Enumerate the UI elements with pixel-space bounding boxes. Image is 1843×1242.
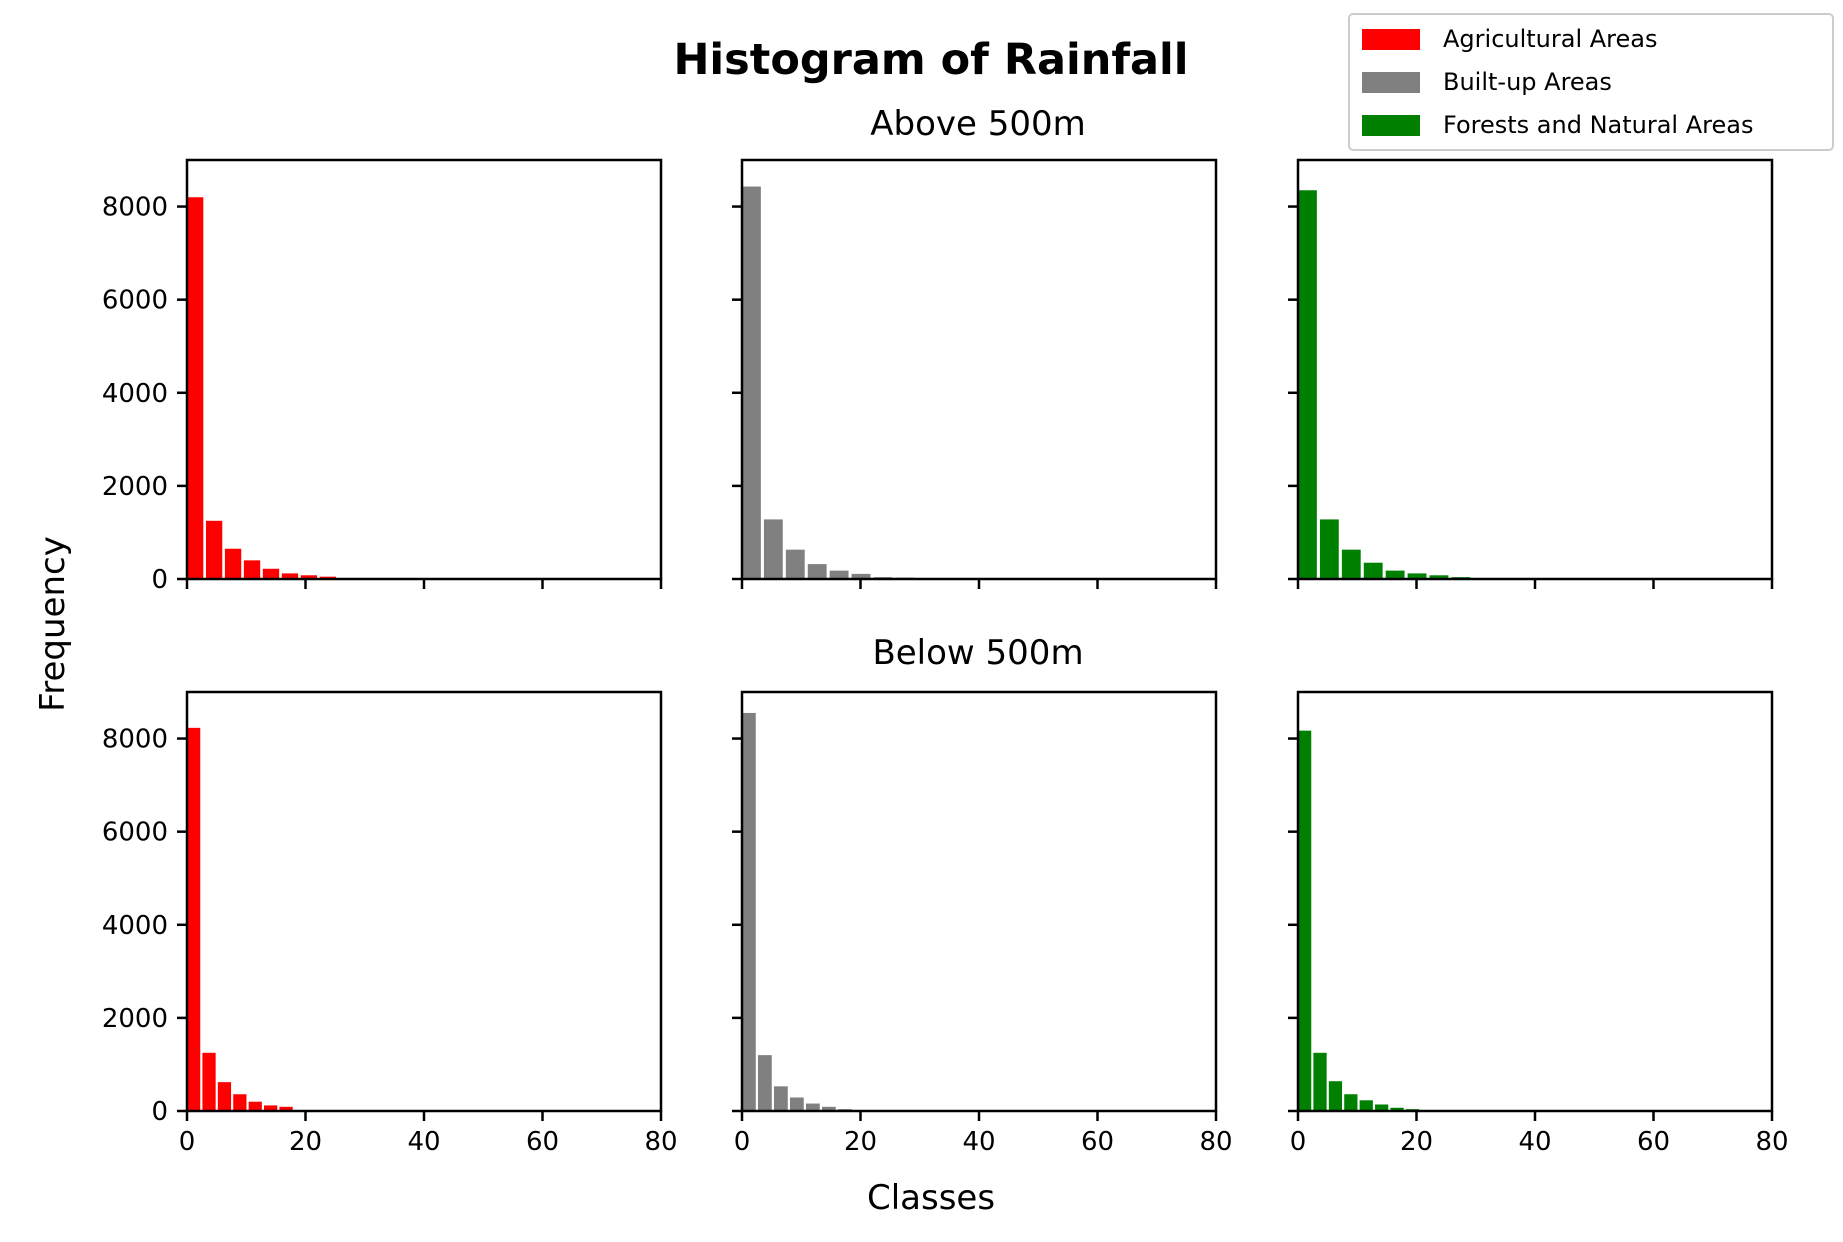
legend-swatch-built-up	[1362, 72, 1420, 93]
panel-below-agricultural-bar-6	[279, 1106, 293, 1111]
panel-above-agricultural-bar-6	[300, 575, 318, 579]
chart-title: Histogram of Rainfall	[673, 35, 1188, 85]
panel-below-agricultural-ytick-label-6000: 6000	[102, 818, 168, 848]
legend-swatch-agricultural	[1362, 29, 1420, 50]
panel-below-agricultural-bar-5	[264, 1105, 278, 1111]
legend-label-agricultural: Agricultural Areas	[1443, 25, 1658, 53]
panel-below-forests-xtick-label-40: 40	[1518, 1127, 1551, 1157]
panel-below-forests-frame	[1296, 690, 1774, 1113]
panel-above-built-up-frame	[740, 158, 1218, 581]
panel-above-agricultural-ytick-label-6000: 6000	[102, 286, 168, 316]
panel-above-agricultural-bar-2	[224, 548, 242, 579]
panel-above-built-up-bar-4	[829, 570, 849, 579]
legend-label-built-up: Built-up Areas	[1443, 68, 1612, 96]
panel-below-built-up-bar-5	[821, 1106, 836, 1111]
panel-below-forests-bar-1	[1313, 1052, 1327, 1111]
panel-above-forests-bar-5	[1407, 573, 1427, 579]
panel-below-agricultural-ytick-label-4000: 4000	[102, 911, 168, 941]
panel-above-agricultural-bar-0	[187, 197, 204, 580]
panel-above-built-up-bar-3	[807, 564, 827, 579]
panel-below-built-up-xtick-label-60: 60	[1081, 1127, 1114, 1157]
panel-above-agricultural-bar-1	[205, 520, 223, 579]
panel-below-agricultural-bar-4	[248, 1101, 262, 1111]
panel-above-built-up	[732, 158, 1218, 589]
panel-below-forests-xtick-label-20: 20	[1400, 1127, 1433, 1157]
panel-above-forests-bar-2	[1341, 549, 1361, 579]
legend-swatch-forests	[1362, 115, 1420, 136]
panel-below-forests-bar-4	[1359, 1100, 1373, 1111]
legend-label-forests: Forests and Natural Areas	[1443, 111, 1753, 139]
panel-below-agricultural-bar-3	[233, 1094, 247, 1111]
panel-below-built-up-xtick-label-40: 40	[962, 1127, 995, 1157]
panel-below-forests: 0 20 40 60 80	[1288, 690, 1789, 1157]
panel-above-forests-bar-1	[1319, 519, 1339, 579]
panel-below-forests-bar-3	[1344, 1094, 1358, 1111]
panel-below-agricultural-xtick-label-40: 40	[407, 1127, 440, 1157]
panel-above-built-up-bar-1	[763, 519, 783, 579]
panel-above-built-up-bar-2	[785, 549, 805, 579]
panel-below-built-up-xtick-label-80: 80	[1199, 1127, 1232, 1157]
panel-below-forests-xtick-label-80: 80	[1755, 1127, 1788, 1157]
panel-below-built-up-bar-4	[805, 1103, 820, 1111]
panel-above-agricultural-ytick-label-8000: 8000	[102, 193, 168, 223]
panel-below-built-up-bar-2	[774, 1086, 788, 1111]
panel-above-forests-bar-0	[1298, 190, 1317, 579]
x-axis-label: Classes	[867, 1178, 995, 1218]
panel-above-built-up-bar-5	[851, 573, 871, 579]
panel-above-agricultural-ytick-label-2000: 2000	[102, 472, 168, 502]
panel-above-forests	[1288, 158, 1774, 589]
panel-above-agricultural-ytick-label-0: 0	[151, 565, 168, 595]
panel-below-agricultural-xtick-label-20: 20	[289, 1127, 322, 1157]
panel-above-agricultural-bar-5	[281, 573, 299, 579]
row-title-below: Below 500m	[872, 633, 1083, 673]
panel-below-agricultural-xtick-label-80: 80	[644, 1127, 677, 1157]
panel-below-agricultural-xtick-label-0: 0	[179, 1127, 196, 1157]
row-title-above: Above 500m	[870, 104, 1086, 144]
panel-above-agricultural-frame	[185, 158, 663, 581]
panel-above-agricultural-ytick-label-4000: 4000	[102, 379, 168, 409]
panel-below-built-up-bar-3	[789, 1097, 804, 1111]
panel-below-agricultural-ytick-label-2000: 2000	[102, 1004, 168, 1034]
panel-below-agricultural-ytick-label-0: 0	[151, 1097, 168, 1127]
panel-below-built-up-xtick-label-20: 20	[844, 1127, 877, 1157]
panel-below-built-up-bar-1	[758, 1055, 772, 1111]
panel-below-forests-bar-0	[1298, 730, 1312, 1111]
panel-below-agricultural: 0 20 40 60 80 0 2000 4000 6000 8000	[102, 690, 678, 1157]
panel-above-agricultural: 0 2000 4000 6000 8000	[102, 158, 663, 595]
y-axis-label: Frequency	[33, 536, 73, 712]
panel-below-built-up-bar-0	[742, 712, 756, 1111]
panel-above-forests-frame	[1296, 158, 1774, 581]
legend-frame	[1348, 13, 1834, 151]
panel-below-built-up: 0 20 40 60 80	[732, 690, 1233, 1157]
panel-above-agricultural-bar-3	[243, 560, 261, 579]
panel-above-forests-bar-3	[1363, 562, 1383, 579]
panel-above-agricultural-bar-4	[262, 568, 280, 579]
panel-below-built-up-frame	[740, 690, 1218, 1113]
panel-below-forests-bar-2	[1328, 1081, 1343, 1111]
panel-below-agricultural-ytick-label-8000: 8000	[102, 725, 168, 755]
panel-below-forests-xtick-label-0: 0	[1290, 1127, 1307, 1157]
panel-below-forests-bar-6	[1390, 1107, 1404, 1111]
panel-below-built-up-xtick-label-0: 0	[734, 1127, 751, 1157]
panel-below-agricultural-bar-1	[202, 1052, 216, 1111]
panel-below-agricultural-bar-2	[217, 1082, 232, 1111]
panel-below-agricultural-frame	[185, 690, 663, 1113]
panel-below-forests-bar-5	[1375, 1104, 1389, 1111]
panel-above-built-up-bar-0	[742, 186, 761, 580]
panel-below-agricultural-bar-0	[187, 727, 201, 1111]
panel-above-forests-bar-6	[1429, 575, 1449, 579]
panel-below-forests-xtick-label-60: 60	[1637, 1127, 1670, 1157]
legend: Agricultural Areas Built-up Areas Forest…	[1348, 13, 1834, 151]
panel-below-agricultural-xtick-label-60: 60	[526, 1127, 559, 1157]
panel-above-forests-bar-4	[1385, 570, 1405, 579]
